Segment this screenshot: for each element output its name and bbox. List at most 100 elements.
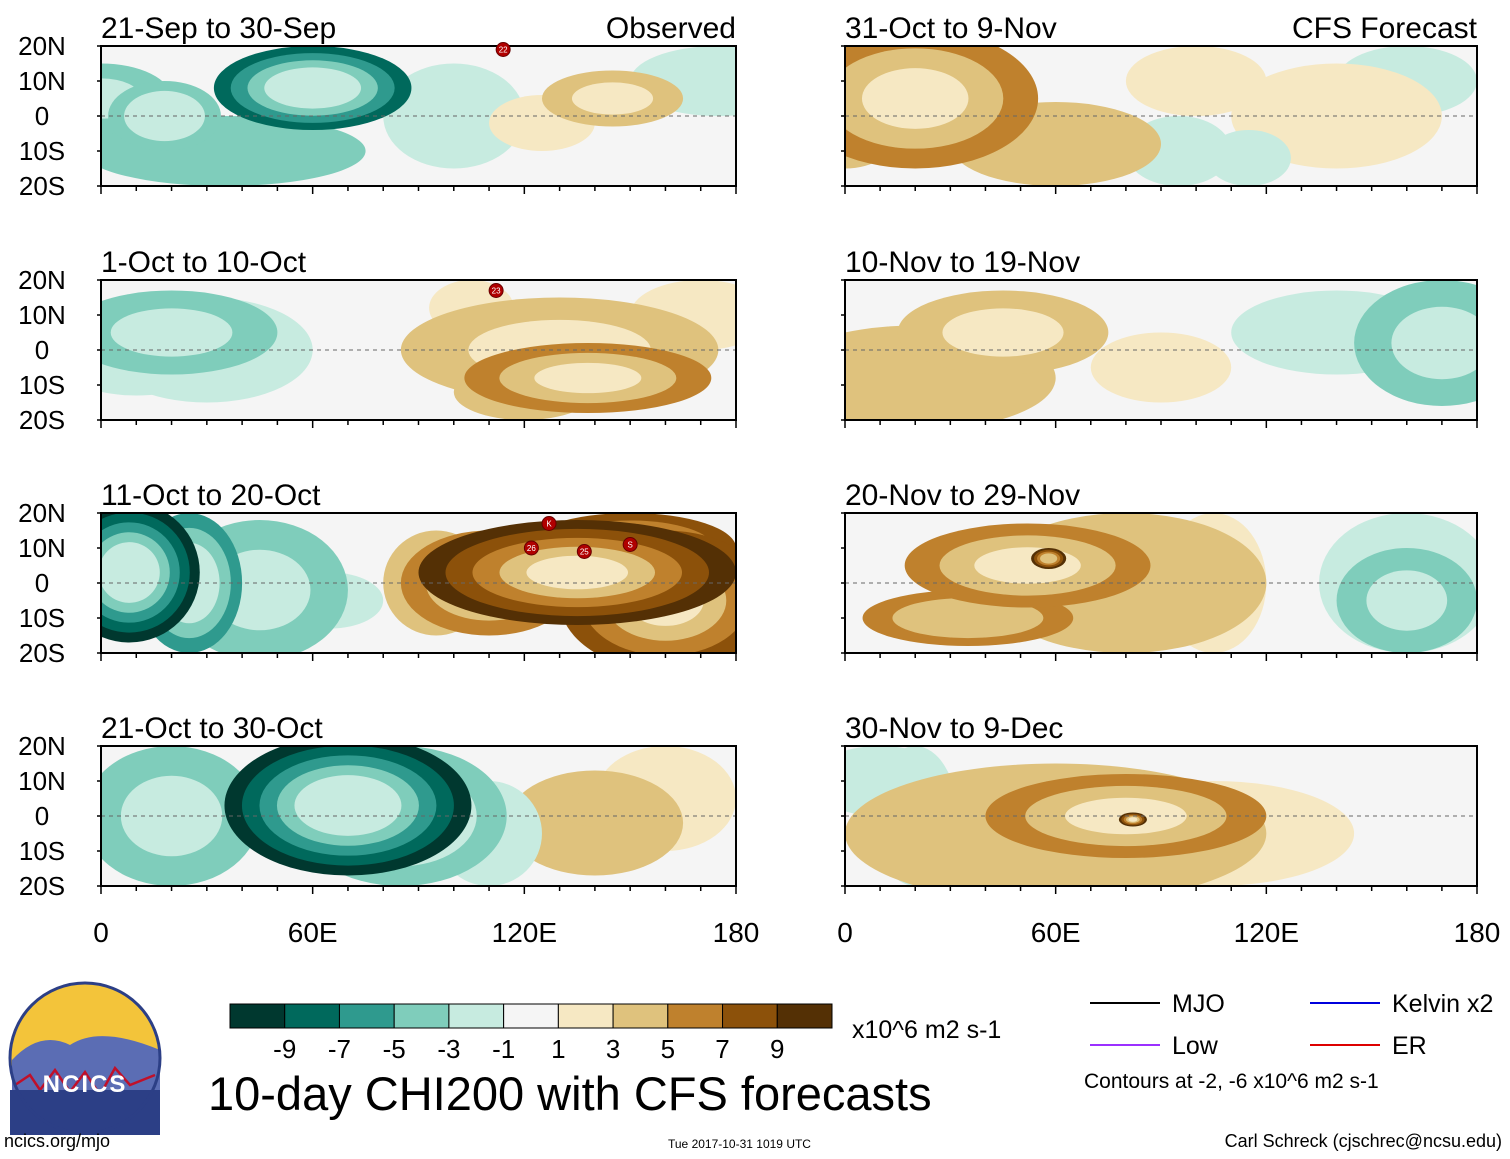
lat-tick-label: 10S [19,836,65,866]
lon-tick-label: 60E [1031,917,1081,948]
map-panel: 20N 10N 0 10S 20S 21-Oct to 30-Oct [18,712,737,901]
storm-label: 25 [580,548,589,557]
colorbar-swatch [338,1003,395,1029]
panel-period-label: 31-Oct to 9-Nov [845,12,1057,45]
anomaly-contour [571,82,654,115]
colorbar-swatch [667,1003,724,1029]
lat-tick-label: 10N [18,766,66,796]
colorbar-swatch [229,1003,286,1029]
colorbar-swatch [722,1003,778,1029]
ncics-logo: NCICS [8,981,162,1135]
storm-label: 23 [492,287,501,296]
lat-tick-label: 10N [18,66,66,96]
anomaly-contour [892,597,1044,639]
panel-period-label: 11-Oct to 20-Oct [101,479,321,512]
colorbar: -9 -7 -5 -3 -1 1 3 5 7 9 [229,1003,833,1064]
colorbar-label: 7 [715,1034,729,1064]
source-url[interactable]: ncics.org/mjo [4,1131,111,1151]
colorbar-label: 5 [661,1034,675,1064]
lat-tick-label: 10S [19,603,65,633]
lat-tick-label: 10N [18,300,66,330]
anomaly-contour [1128,817,1138,822]
colorbar-label: -9 [273,1034,296,1064]
logo-line [14,1065,156,1098]
colorbar-label: -1 [492,1034,515,1064]
lat-tick-label: 20N [18,31,66,61]
anomaly-contour [1366,570,1448,631]
lon-tick-label: 120E [492,917,557,948]
logo-text: NCICS [43,1071,128,1098]
colorbar-label: 1 [551,1034,565,1064]
colorbar-label: 9 [770,1034,784,1064]
map-panel: 20N10N010S20S20-Nov to 29-Nov [841,479,1478,661]
anomaly-contour [110,308,233,357]
lat-tick-label: 0 [35,801,49,831]
map-panel: 20N10N010S20S30-Nov to 9-Dec [841,712,1478,894]
colorbar-swatch [503,1003,559,1029]
credit: Carl Schreck (cjschrec@ncsu.edu) [1224,1131,1502,1151]
figure-title: 10-day CHI200 with CFS forecasts [208,1067,932,1120]
storm-marker: 25 [576,544,592,559]
anomaly-field [845,280,1477,420]
lon-tick-label: 0 [93,917,109,948]
anomaly-contour [861,68,969,129]
colorbar-units: x10^6 m2 s-1 [852,1016,1002,1044]
storm-marker: K [541,516,557,531]
lat-tick-label: 10S [19,370,65,400]
anomaly-contour [534,362,642,394]
storm-marker: 23 [488,283,504,298]
map-panel: 20N 10N 0 10S 20S 11-Oct to 20-Oct 26 K 25 S [18,479,737,668]
lat-tick-label: 20S [19,405,65,435]
lat-tick-label: 20S [19,171,65,201]
lat-tick-label: 20S [19,638,65,668]
storm-marker: S [622,537,638,552]
storm-marker: 26 [523,540,539,556]
map-panel: 20N 10N 0 10S 20S 1-Oct to 10-Oct 23 [18,246,737,435]
lat-tick-label: 20N [18,731,66,761]
colorbar-swatch [393,1003,450,1029]
panel-period-label: 20-Nov to 29-Nov [845,479,1080,512]
anomaly-field [101,746,736,886]
map-panel: 20N10N010S20S10-Nov to 19-Nov [841,246,1478,428]
logo-ring [8,981,162,1135]
lat-tick-label: 20N [18,265,66,295]
storm-label: K [546,520,552,529]
colorbar-swatch [448,1003,505,1029]
anomaly-contour [1125,46,1267,116]
map-panel: 20N 10N 0 10S 20S 21-Sep to 30-Sep Observed 22 [18,12,737,201]
contour-legend: MJO Kelvin x2 Low ER [1090,990,1493,1060]
contour-note: Contours at -2, -6 x10^6 m2 s-1 [1084,1070,1379,1093]
storm-label: S [627,541,632,550]
lon-tick-label: 180 [1454,917,1501,948]
storm-label: 26 [527,544,536,553]
panel-period-label: 21-Oct to 30-Oct [101,712,323,745]
lat-tick-label: 0 [35,101,49,131]
storm-marker: 22 [495,42,511,57]
timestamp: Tue 2017-10-31 1019 UTC [668,1137,811,1151]
lon-tick-label: 0 [837,917,853,948]
anomaly-field [845,746,1355,886]
anomaly-contour [1391,306,1477,380]
colorbar-swatch [776,1003,833,1029]
legend-label: Kelvin x2 [1392,990,1493,1018]
anomaly-contour [294,775,402,836]
lat-tick-label: 20N [18,498,66,528]
anomaly-contour [124,90,205,142]
legend-label: Low [1172,1032,1219,1060]
lon-tick-label: 60E [288,917,338,948]
anomaly-contour [101,542,160,603]
colorbar-swatch [284,1003,340,1029]
lat-tick-label: 10S [19,136,65,166]
anomaly-contour [974,547,1081,584]
lat-tick-label: 10N [18,533,66,563]
anomaly-contour [120,775,223,857]
anomaly-field [101,46,736,186]
anomaly-contour [264,67,362,109]
colorbar-swatch [612,1003,669,1029]
anomaly-contour [1090,332,1232,403]
panel-period-label: 21-Sep to 30-Sep [101,12,336,45]
anomaly-contour [1206,130,1291,186]
